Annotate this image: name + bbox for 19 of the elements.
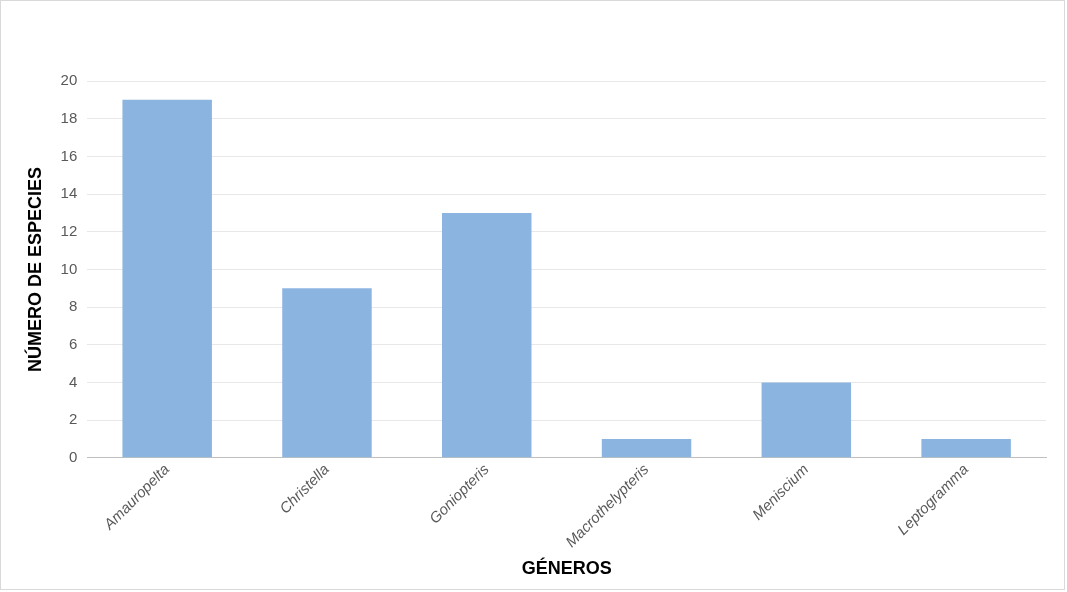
y-tick-label: 16 [60,146,78,164]
y-tick-label: 2 [68,410,78,428]
y-tick-label: 20 [60,71,78,89]
bar [601,439,692,458]
y-tick-label: 10 [60,259,78,277]
y-axis-title: NÚMERO DE ESPECIES [23,166,45,372]
bar [282,288,372,458]
y-tick-label: 12 [60,221,78,239]
bar [122,99,212,458]
y-tick-label: 8 [68,297,78,315]
y-tick-label: 6 [68,334,78,352]
y-tick-label: 4 [68,372,78,390]
bar [442,212,532,458]
x-axis-title: GÉNEROS [521,557,612,579]
y-tick-label: 18 [60,108,78,126]
bar [921,439,1011,458]
y-tick-label: 0 [68,448,78,465]
bar [761,382,852,458]
y-tick-label: 14 [60,184,78,202]
